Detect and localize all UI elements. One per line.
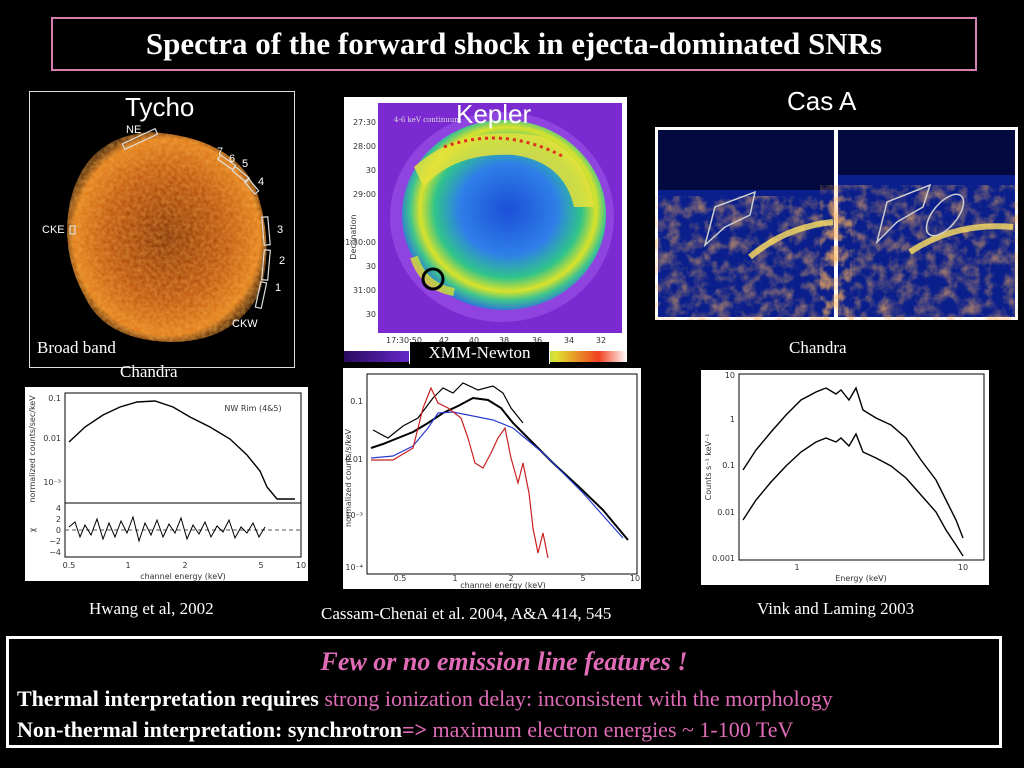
- vink-y-tick: 1: [730, 415, 735, 424]
- kepler-ra-tick: 40: [469, 336, 479, 345]
- cassam-y-tick: 0.01: [345, 455, 363, 464]
- cassam-x-tick: 10: [630, 574, 640, 583]
- casa-panel: [655, 127, 1018, 320]
- kepler-dec-tick: 28:00: [353, 142, 376, 151]
- casa-name: Cas A: [787, 86, 857, 116]
- kepler-ra-tick: 17:30:50: [386, 336, 422, 345]
- cassam-spectrum-plot: 0.1 0.01 10⁻³ 10⁻⁴ 0.5 1 2 5 10 channel …: [344, 373, 640, 590]
- kepler-dec-tick: 30: [366, 166, 376, 175]
- vink-xlabel: Energy (keV): [835, 574, 887, 583]
- hwang-xlabel: channel energy (keV): [140, 572, 226, 581]
- cassam-y-tick: 0.1: [350, 397, 363, 406]
- tycho-label-ne: NE: [126, 124, 142, 136]
- hwang-citation: Hwang et al, 2002: [89, 599, 214, 618]
- vink-y-tick: 0.1: [722, 461, 735, 470]
- cassam-x-tick: 5: [580, 574, 585, 583]
- hwang-x-tick: 2: [182, 561, 187, 570]
- kepler-instrument-box: XMM-Newton: [409, 342, 550, 364]
- vink-x-tick: 1: [794, 563, 799, 572]
- tycho-region-4: 4: [258, 176, 265, 188]
- summary-headline: Few or no emission line features !: [320, 647, 688, 676]
- vink-citation: Vink and Laming 2003: [757, 599, 915, 618]
- kepler-ra-tick: 32: [596, 336, 606, 345]
- hwang-chi-tick: 4: [56, 504, 61, 513]
- vink-y-tick: 0.01: [717, 508, 735, 517]
- tycho-region-6: 6: [229, 153, 236, 165]
- kepler-ra-tick: 36: [532, 336, 542, 345]
- title-box: Spectra of the forward shock in ejecta-d…: [51, 17, 977, 71]
- tycho-region-2: 2: [279, 255, 286, 267]
- kepler-dec-tick: 30: [366, 310, 376, 319]
- casa-instrument: Chandra: [789, 338, 847, 357]
- hwang-y-tick: 0.1: [48, 394, 61, 403]
- cassam-y-tick: 10⁻⁴: [345, 563, 363, 572]
- hwang-chi-tick: −2: [49, 537, 61, 546]
- tycho-xray-image: [67, 127, 271, 342]
- vink-x-tick: 10: [958, 563, 968, 572]
- slide-title: Spectra of the forward shock in ejecta-d…: [145, 26, 883, 61]
- summary-line-thermal: Thermal interpretation requires strong i…: [17, 686, 833, 712]
- vink-y-tick: 10: [725, 371, 735, 380]
- kepler-dec-tick: 29:00: [353, 190, 376, 199]
- vink-spectrum-panel: 10 1 0.1 0.01 0.001 1 10 Energy (keV) Co…: [701, 370, 989, 585]
- tycho-region-1: 1: [275, 282, 282, 294]
- hwang-chi-tick: −4: [49, 548, 61, 557]
- casa-xray-image: [658, 130, 1015, 317]
- summary-line-nonthermal: Non-thermal interpretation: synchrotron=…: [17, 717, 793, 743]
- nonthermal-bold: Non-thermal interpretation: synchrotron: [17, 717, 402, 742]
- kepler-name: Kepler: [456, 99, 532, 129]
- cassam-ylabel: normalized counts/s/keV: [344, 428, 353, 527]
- hwang-chi-tick: 2: [56, 515, 61, 524]
- cassam-x-tick: 1: [452, 574, 457, 583]
- hwang-x-tick: 0.5: [63, 561, 76, 570]
- kepler-xray-image: 27:30 28:00 30 29:00 -21:30:00 30 31:00 …: [344, 103, 627, 362]
- hwang-ylabel: normalized counts/sec/keV: [28, 395, 37, 503]
- cassam-citation: Cassam-Chenai et al. 2004, A&A 414, 545: [321, 604, 612, 623]
- hwang-spectrum-plot: 0.1 0.01 10⁻³ 4 2 0 −2 −4 0.5 1 2 5 10 c…: [28, 392, 306, 581]
- vink-y-tick: 0.001: [712, 554, 735, 563]
- hwang-x-tick: 1: [125, 561, 130, 570]
- thermal-rest: strong ionization delay: inconsistent wi…: [318, 686, 833, 711]
- tycho-region-7: 7: [217, 146, 224, 158]
- nonthermal-arrow: =>: [401, 717, 428, 742]
- kepler-dec-tick: -21:30:00: [344, 238, 376, 247]
- tycho-label-ckw: CKW: [232, 318, 258, 330]
- kepler-ra-tick: 38: [499, 336, 509, 345]
- hwang-y-tick: 0.01: [43, 434, 61, 443]
- tycho-caption-instrument: Chandra: [120, 362, 178, 381]
- cassam-y-tick: 10⁻³: [345, 511, 363, 520]
- hwang-x-tick: 5: [258, 561, 263, 570]
- nonthermal-rest: maximum electron energies ~ 1-100 TeV: [427, 717, 794, 742]
- kepler-dec-tick: 30: [366, 262, 376, 271]
- cassam-x-tick: 0.5: [394, 574, 407, 583]
- tycho-name: Tycho: [125, 92, 195, 122]
- kepler-dec-tick: 31:00: [353, 286, 376, 295]
- kepler-instrument: XMM-Newton: [428, 343, 531, 362]
- cassam-spectrum-panel: 0.1 0.01 10⁻³ 10⁻⁴ 0.5 1 2 5 10 channel …: [343, 368, 641, 590]
- summary-box: Few or no emission line features ! Therm…: [6, 636, 1002, 748]
- kepler-ra-tick: 42: [439, 336, 449, 345]
- kepler-dec-tick: 27:30: [353, 118, 376, 127]
- hwang-legend: NW Rim (4&5): [224, 404, 281, 413]
- kepler-ra-tick: 34: [564, 336, 574, 345]
- thermal-bold: Thermal interpretation requires: [17, 686, 319, 711]
- hwang-chi-tick: 0: [56, 526, 61, 535]
- tycho-caption-band: Broad band: [37, 338, 116, 357]
- vink-spectrum-plot: 10 1 0.1 0.01 0.001 1 10 Energy (keV) Co…: [704, 371, 985, 583]
- kepler-ylabel: Declination: [349, 214, 358, 259]
- tycho-label-cke: CKE: [42, 224, 65, 236]
- cassam-x-tick: 2: [508, 574, 513, 583]
- tycho-panel: Tycho NE CKE CKW 7 6 5 4 3 2 1 Broad ban…: [29, 91, 295, 368]
- tycho-region-3: 3: [277, 224, 284, 236]
- hwang-spectrum-panel: 0.1 0.01 10⁻³ 4 2 0 −2 −4 0.5 1 2 5 10 c…: [25, 387, 308, 581]
- kepler-panel: 27:30 28:00 30 29:00 -21:30:00 30 31:00 …: [344, 97, 627, 362]
- cassam-xlabel: channel energy (keV): [460, 581, 546, 589]
- kepler-inset-text: 4-6 keV continuum: [394, 116, 461, 124]
- hwang-y-tick: 10⁻³: [43, 478, 61, 487]
- hwang-x-tick: 10: [296, 561, 306, 570]
- tycho-region-5: 5: [242, 158, 249, 170]
- hwang-chi-label: χ: [28, 527, 37, 532]
- vink-ylabel: Counts s⁻¹ keV⁻¹: [704, 434, 713, 501]
